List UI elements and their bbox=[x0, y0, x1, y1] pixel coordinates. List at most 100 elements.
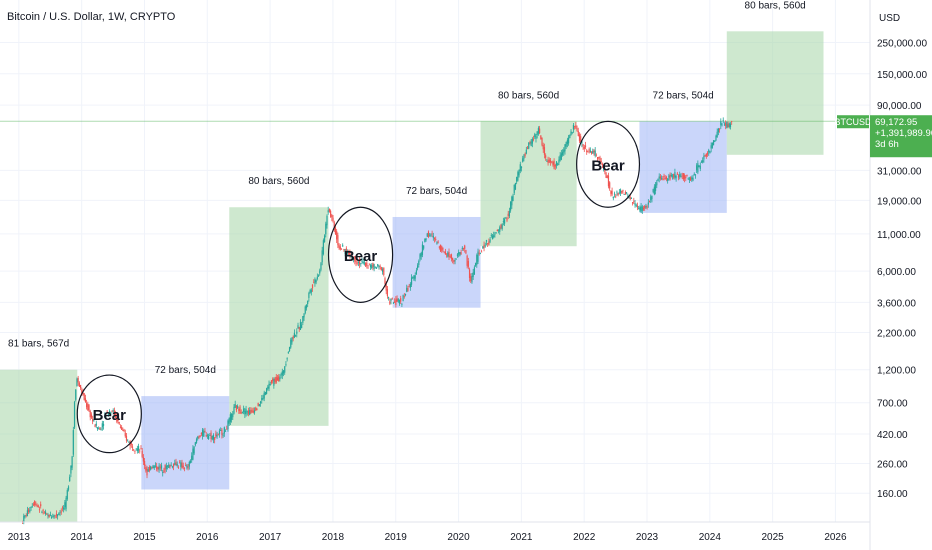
candle-body bbox=[700, 161, 703, 163]
candle-body bbox=[489, 239, 491, 242]
candle-body bbox=[640, 206, 642, 212]
candle-body bbox=[501, 224, 503, 230]
x-tick-label: 2019 bbox=[385, 532, 408, 543]
candle-body bbox=[28, 509, 30, 512]
candle-body bbox=[430, 234, 432, 236]
candle-body bbox=[522, 158, 524, 162]
candle-body bbox=[128, 441, 130, 443]
candle-body bbox=[230, 413, 233, 420]
candle-body bbox=[259, 401, 262, 404]
candle-body bbox=[438, 246, 440, 248]
candle-body bbox=[343, 248, 345, 250]
candle-body bbox=[95, 423, 97, 426]
candle-body bbox=[108, 411, 111, 413]
candle-body bbox=[477, 251, 479, 262]
candle-body bbox=[60, 511, 62, 513]
candle-body bbox=[239, 406, 241, 414]
price-tag-change: +1,391,989.96% bbox=[875, 128, 932, 139]
candle-body bbox=[429, 234, 431, 236]
candle-body bbox=[539, 128, 541, 134]
candle-body bbox=[634, 203, 636, 206]
candle-body bbox=[276, 377, 279, 381]
candle-body bbox=[383, 267, 385, 275]
candle-body bbox=[195, 439, 198, 443]
candle-body bbox=[615, 196, 617, 198]
candle-body bbox=[377, 264, 379, 267]
candle-body bbox=[64, 502, 66, 508]
x-tick-label: 2021 bbox=[510, 532, 533, 543]
candle-body bbox=[143, 460, 146, 466]
range-label: 80 bars, 560d bbox=[248, 176, 309, 187]
candle-body bbox=[621, 190, 623, 193]
candle-body bbox=[656, 182, 658, 186]
candle-body bbox=[310, 289, 312, 293]
candle-body bbox=[665, 176, 668, 180]
candle-body bbox=[81, 390, 83, 395]
candle-body bbox=[676, 173, 678, 175]
candle-body bbox=[661, 178, 663, 180]
candle-body bbox=[493, 235, 495, 238]
candle-body bbox=[557, 163, 559, 165]
candle-body bbox=[99, 427, 101, 430]
bull-range-box bbox=[0, 369, 78, 522]
candle-body bbox=[267, 386, 269, 389]
candle-body bbox=[675, 175, 677, 179]
candle-body bbox=[693, 173, 695, 176]
candle-body bbox=[136, 448, 138, 451]
candle-body bbox=[563, 149, 565, 153]
candle-body bbox=[722, 120, 724, 122]
candle-body bbox=[511, 196, 513, 206]
candle-body bbox=[423, 245, 425, 249]
candle-body bbox=[270, 380, 273, 383]
candle-body bbox=[674, 172, 676, 178]
candle-body bbox=[716, 131, 718, 137]
y-tick-label: 3,600.00 bbox=[877, 298, 916, 309]
candle-body bbox=[453, 259, 455, 263]
candle-body bbox=[297, 325, 299, 329]
candle-body bbox=[125, 435, 128, 441]
candle-body bbox=[351, 256, 353, 258]
candle-body bbox=[721, 124, 723, 126]
candle-body bbox=[662, 178, 664, 180]
candle-body bbox=[386, 289, 389, 297]
candle-body bbox=[706, 152, 709, 155]
candle-body bbox=[48, 514, 50, 518]
candle-body bbox=[644, 205, 646, 209]
candle-body bbox=[431, 233, 433, 235]
candle-body bbox=[390, 298, 392, 301]
candle-body bbox=[243, 408, 245, 413]
candle-body bbox=[663, 175, 665, 178]
candle-body bbox=[566, 139, 568, 144]
candle-body bbox=[252, 410, 254, 413]
candle-body bbox=[266, 388, 268, 395]
candle-body bbox=[559, 155, 561, 161]
candle-body bbox=[320, 263, 322, 270]
bear-ellipses bbox=[76, 120, 641, 454]
candle-body bbox=[151, 467, 153, 469]
candle-body bbox=[526, 147, 529, 149]
candle-body bbox=[46, 513, 48, 515]
candle-body bbox=[595, 155, 597, 157]
candle-body bbox=[558, 159, 560, 163]
bear-ellipse bbox=[327, 206, 394, 303]
bull-range-box bbox=[229, 207, 329, 426]
candle-body bbox=[540, 135, 542, 140]
candle-body bbox=[308, 292, 310, 298]
candle-body bbox=[336, 231, 338, 240]
candle-body bbox=[687, 178, 689, 180]
candle-body bbox=[534, 134, 536, 138]
candle-body bbox=[250, 410, 252, 414]
candle-body bbox=[452, 257, 454, 261]
candle-body bbox=[82, 392, 84, 395]
price-tag-countdown: 3d 6h bbox=[875, 139, 899, 150]
candle-body bbox=[182, 465, 184, 468]
candle-body bbox=[575, 125, 577, 128]
candle-body bbox=[235, 405, 238, 411]
candle-body bbox=[356, 262, 358, 264]
candle-body bbox=[204, 431, 206, 433]
candle-body bbox=[229, 414, 231, 422]
candle-body bbox=[610, 191, 612, 194]
candle-body bbox=[458, 252, 460, 255]
candle-body bbox=[183, 468, 186, 470]
